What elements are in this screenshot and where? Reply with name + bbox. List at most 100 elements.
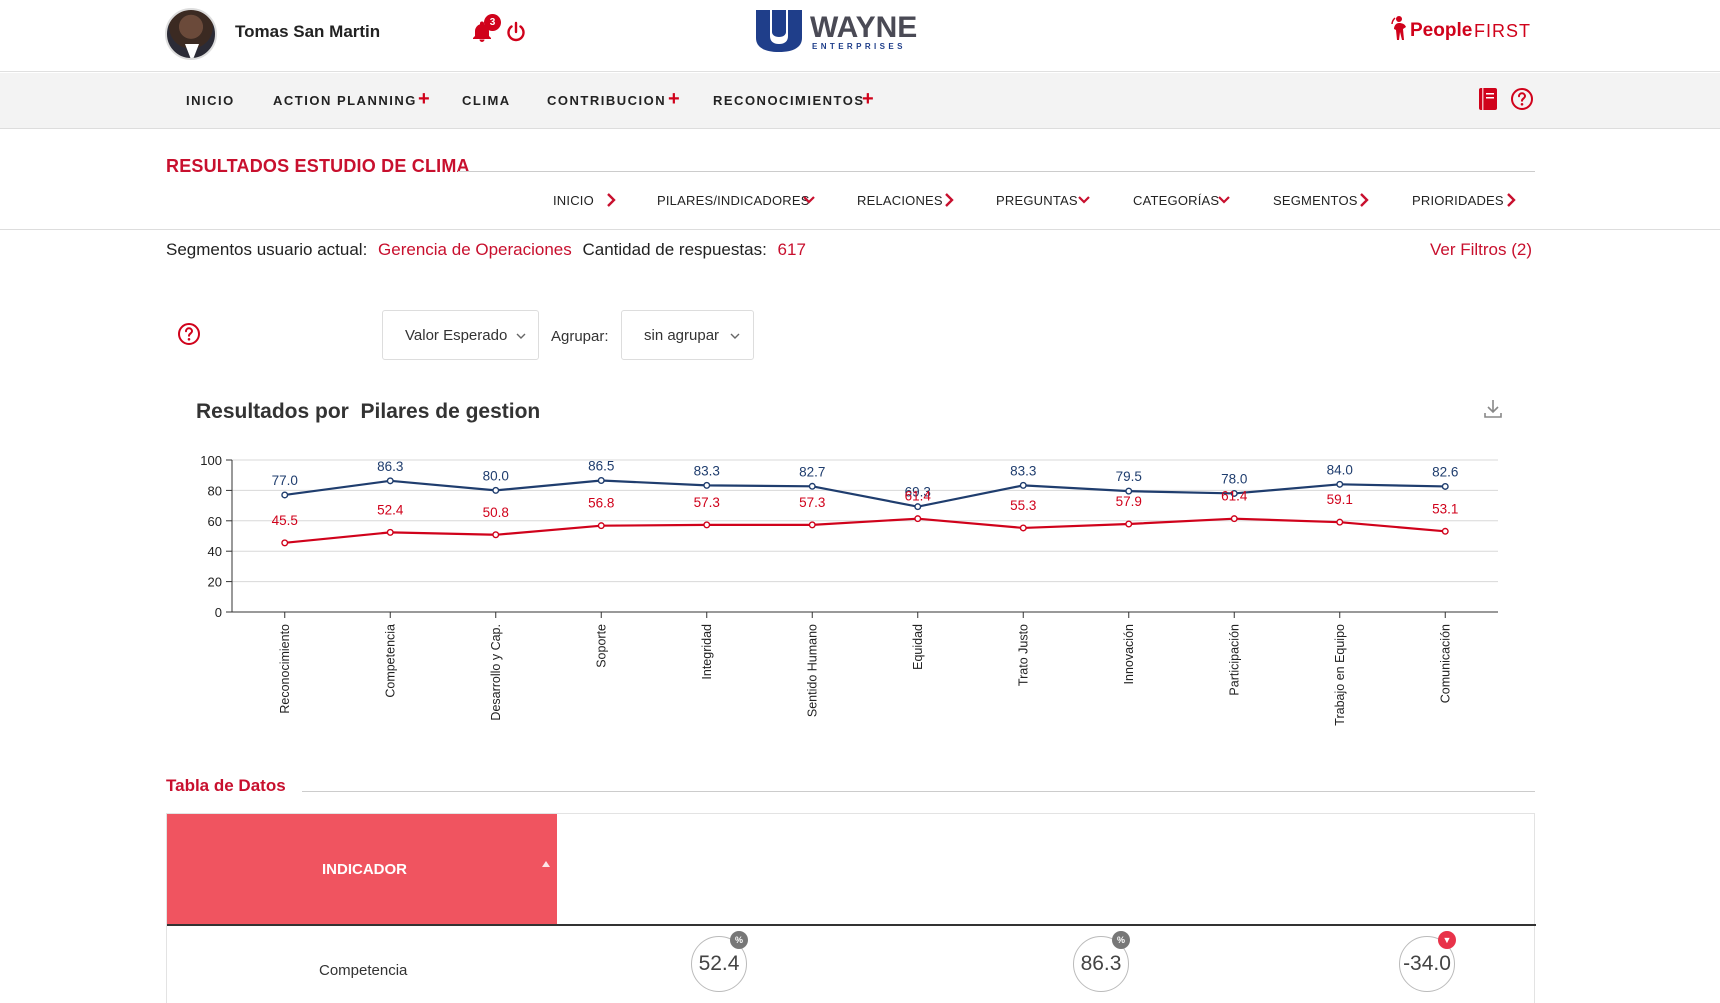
table-title: Tabla de Datos [166, 776, 286, 795]
ver-filtros-link[interactable]: Ver Filtros (2) [1430, 240, 1533, 259]
data-point [492, 531, 500, 539]
top-bar: Tomas San Martin 3 WAYNE ENTERPRISES Peo… [0, 0, 1720, 72]
cell-value-text: 86.3 [1080, 952, 1122, 975]
x-tick-label: Soporte [594, 624, 608, 668]
nav-item-action-planning[interactable]: ACTION PLANNING [273, 93, 417, 108]
table-cell-value: -34.0 ▼ [1399, 931, 1456, 992]
peoplefirst-logo: People FIRST [1388, 14, 1530, 44]
data-table: INDICADOR Competencia 52.4 % 86.3 % -34.… [166, 813, 1536, 1003]
nav-plus-icon[interactable]: + [862, 88, 874, 110]
data-label: 61.4 [1221, 489, 1248, 504]
data-label: 84.0 [1327, 462, 1353, 477]
peoplefirst-figure-icon [1391, 16, 1406, 40]
x-tick-label: Reconocimiento [278, 624, 292, 714]
data-label: 50.8 [483, 505, 509, 520]
title-divider [458, 171, 1535, 172]
table-title-divider [302, 791, 1535, 792]
data-point [1336, 480, 1344, 488]
data-label: 57.9 [1116, 494, 1142, 509]
metric-select[interactable]: Valor Esperado [382, 310, 539, 360]
data-label: 52.4 [377, 502, 404, 517]
data-point [1125, 520, 1133, 528]
data-label: 86.5 [588, 459, 614, 474]
data-point [1019, 524, 1027, 532]
data-point [492, 486, 500, 494]
subnav-item-pilares-indicadores[interactable]: PILARES/INDICADORES [657, 193, 810, 208]
subnav-item-preguntas[interactable]: PREGUNTAS [996, 193, 1078, 208]
y-tick-label: 80 [208, 483, 222, 498]
nav-plus-icon[interactable]: + [668, 88, 680, 110]
data-label: 55.3 [1010, 498, 1036, 513]
chevron-down-icon[interactable] [1077, 191, 1091, 209]
nav-item-reconocimientos[interactable]: RECONOCIMIENTOS [713, 93, 865, 108]
download-icon[interactable] [1482, 398, 1504, 420]
percent-badge-icon: % [1112, 931, 1130, 949]
nav-item-contribucion[interactable]: CONTRIBUCION [547, 93, 667, 108]
nav-plus-icon[interactable]: + [418, 88, 430, 110]
book-icon[interactable] [1478, 87, 1498, 111]
data-point [1441, 527, 1449, 535]
help-icon[interactable] [1510, 87, 1534, 111]
power-icon[interactable] [504, 20, 528, 44]
table-header-indicador[interactable]: INDICADOR [167, 814, 557, 924]
help-icon[interactable] [177, 322, 201, 346]
segments-value: Gerencia de Operaciones [378, 240, 572, 259]
main-nav: INICIO ACTION PLANNING + CLIMA CONTRIBUC… [0, 73, 1720, 129]
x-tick-label: Integridad [700, 624, 714, 680]
data-point [386, 528, 394, 536]
data-label: 78.0 [1221, 471, 1247, 486]
segments-label: Segmentos usuario actual: [166, 240, 368, 259]
notification-badge: 3 [484, 14, 501, 31]
results-line-chart: 0 20 40 60 80 100 Reconocimiento Competencia Des… [200, 453, 1498, 726]
chevron-right-icon[interactable] [1504, 191, 1518, 209]
responses-value: 617 [777, 240, 806, 259]
sort-up-icon[interactable] [541, 860, 551, 868]
data-label: 82.6 [1432, 464, 1458, 479]
subnav-divider [0, 229, 1720, 230]
subnav-item-prioridades[interactable]: PRIORIDADES [1412, 193, 1504, 208]
x-tick-label: Equidad [911, 624, 925, 670]
chevron-down-icon[interactable] [802, 191, 816, 209]
cell-value-text: 52.4 [698, 952, 740, 975]
group-select[interactable]: sin agrupar [621, 310, 754, 360]
subnav-item-inicio[interactable]: INICIO [553, 193, 594, 208]
x-tick-label: Participación [1227, 624, 1241, 696]
data-point [1336, 518, 1344, 526]
user-avatar[interactable] [165, 8, 217, 60]
table-row-label: Competencia [319, 962, 408, 979]
data-label: 83.3 [1010, 463, 1036, 478]
chevron-right-icon[interactable] [942, 191, 956, 209]
chevron-right-icon[interactable] [604, 191, 618, 209]
chevron-right-icon[interactable] [1357, 191, 1371, 209]
x-tick-label: Comunicación [1438, 624, 1452, 703]
chevron-down-icon[interactable] [1217, 191, 1231, 209]
nav-item-clima[interactable]: CLIMA [462, 93, 511, 108]
data-point [1441, 482, 1449, 490]
data-label: 79.5 [1116, 469, 1142, 484]
x-tick-label: Trabajo en Equipo [1333, 624, 1347, 726]
x-tick-label: Trato Justo [1016, 624, 1030, 686]
nav-item-inicio[interactable]: INICIO [186, 93, 235, 108]
subnav-item-categorias[interactable]: CATEGORÍAS [1133, 193, 1220, 208]
table-header-divider [167, 924, 1536, 926]
data-point [597, 522, 605, 530]
data-label: 86.3 [377, 459, 403, 474]
data-label: 82.7 [799, 464, 825, 479]
subnav-item-segmentos[interactable]: SEGMENTOS [1273, 193, 1358, 208]
data-point [597, 477, 605, 485]
segments-info: Segmentos usuario actual: Gerencia de Op… [166, 240, 806, 260]
data-point [1019, 481, 1027, 489]
data-point [703, 521, 711, 529]
data-point [914, 503, 922, 511]
table-cell-value: 52.4 % [691, 931, 748, 992]
subnav-item-relaciones[interactable]: RELACIONES [857, 193, 943, 208]
user-name[interactable]: Tomas San Martin [235, 22, 381, 41]
chevron-down-icon [516, 333, 526, 339]
x-tick-label: Sentido Humano [805, 624, 819, 717]
data-label: 53.1 [1432, 501, 1458, 516]
data-label: 69.3 [905, 485, 931, 500]
data-label: 59.1 [1327, 492, 1353, 507]
chart-title: Resultados por Pilares de gestion [196, 400, 541, 423]
peoplefirst-text-people: People [1410, 20, 1473, 41]
data-label: 61.4 [905, 489, 932, 504]
